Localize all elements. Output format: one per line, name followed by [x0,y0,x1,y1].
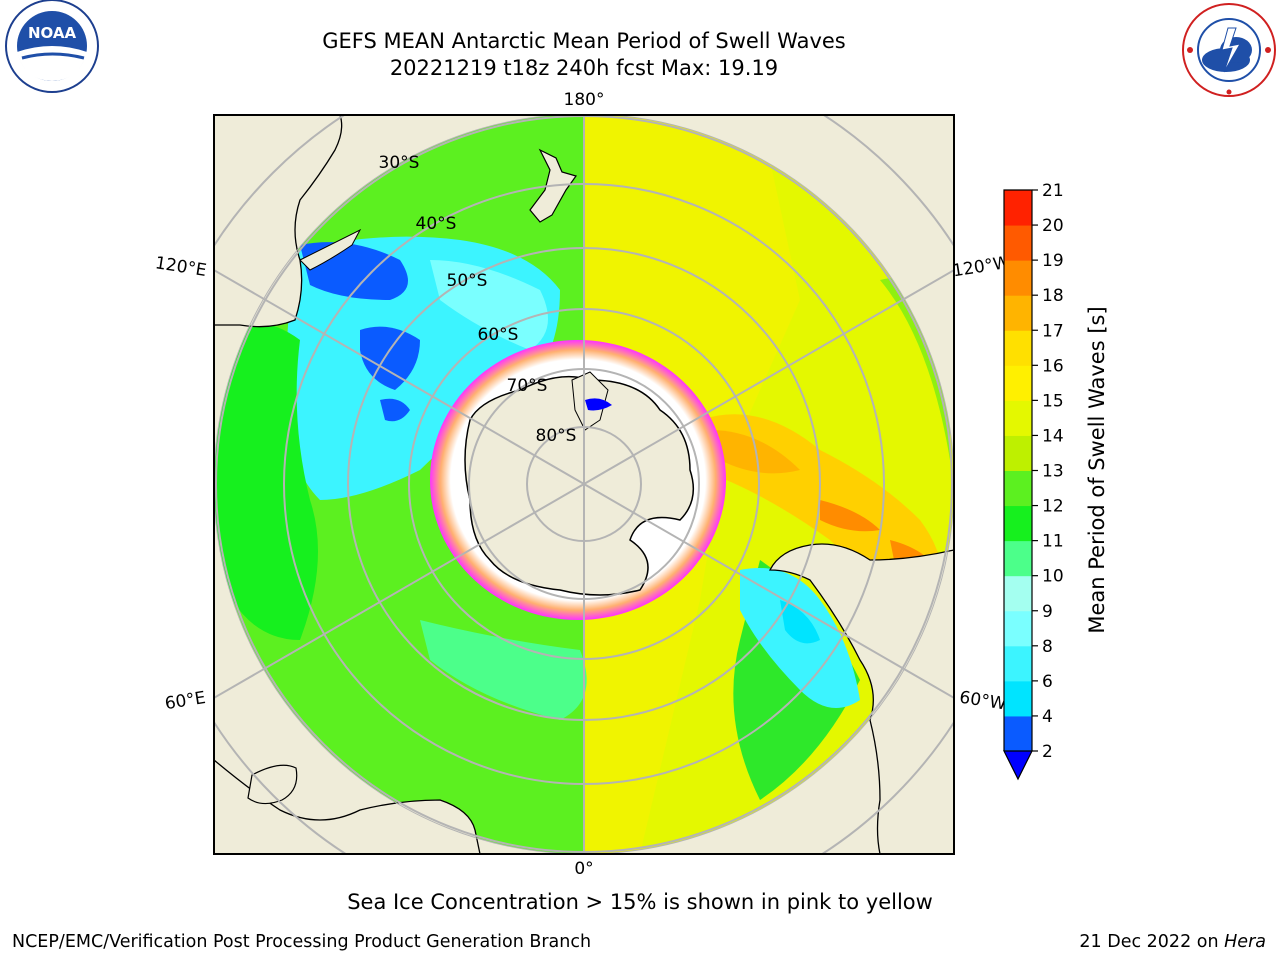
colorbar-tick-label: 14 [1042,426,1064,446]
colorbar-swatch [1004,295,1032,331]
colorbar-label: Mean Period of Swell Waves [s] [1085,306,1109,634]
australia-landmass [214,115,343,328]
lon-label-60e: 60°E [163,688,207,714]
lon-label-120e: 120°E [154,253,208,281]
colorbar-swatch [1004,330,1032,366]
colorbar-tick-label: 13 [1042,462,1064,482]
lon-label-180: 180° [564,90,605,110]
colorbar-swatch [1004,190,1032,226]
map-subtitle: 20221219 t18z 240h fcst Max: 19.19 [389,56,779,80]
lat-label-60s: 60°S [478,325,519,345]
credit-line: NCEP/EMC/Verification Post Processing Pr… [12,932,592,952]
colorbar-tick-label: 10 [1042,567,1064,587]
colorbar-swatch [1004,540,1032,577]
colorbar-swatch [1004,435,1032,471]
colorbar-tick-label: 20 [1042,216,1064,236]
colorbar-tick-label: 19 [1042,251,1064,271]
lat-label-70s: 70°S [507,376,548,396]
date-text: 21 Dec 2022 on [1079,932,1219,952]
lat-label-40s: 40°S [416,214,457,234]
colorbar-swatch [1004,400,1032,436]
noaa-logo: NOAA [5,0,99,93]
colorbar-tick-label: 17 [1042,321,1064,341]
colorbar-tick-label: 4 [1042,707,1053,727]
map-frame [213,114,955,855]
map-title: GEFS MEAN Antarctic Mean Period of Swell… [322,29,846,53]
machine-name: Hera [1224,932,1266,952]
colorbar-tick-label: 9 [1042,602,1053,622]
lat-label-50s: 50°S [447,271,488,291]
colorbar-swatch [1004,470,1032,507]
nws-logo [1182,3,1276,97]
colorbar-swatch [1004,645,1032,682]
colorbar-tick-label: 21 [1042,181,1064,201]
colorbar-swatch [1004,680,1032,717]
colorbar-tick-label: 8 [1042,637,1053,657]
lon-label-0: 0° [574,859,593,879]
colorbar-swatch [1004,575,1032,612]
lat-label-80s: 80°S [536,426,577,446]
colorbar-tick-label: 2 [1042,742,1053,762]
colorbar-swatches [1003,189,1033,781]
colorbar-tick-label: 12 [1042,497,1064,517]
south-america-landmass [768,543,954,854]
graticule [214,115,954,854]
colorbar-tick-label: 15 [1042,391,1064,411]
colorbar-tick-label: 16 [1042,356,1064,376]
colorbar-swatch [1004,260,1032,296]
colorbar-swatch [1004,225,1032,261]
noaa-logo-text: NOAA [28,24,77,42]
colorbar: 2 4 6 8 9 10 11 12 13 14 15 16 17 18 19 20 21 [1003,181,1064,781]
colorbar-swatch [1004,365,1032,401]
madagascar [247,764,298,805]
date-line: 21 Dec 2022 on Hera [1079,932,1266,952]
colorbar-swatch [1004,610,1032,647]
colorbar-tick-label: 18 [1042,286,1064,306]
colorbar-ticks: 2 4 6 8 9 10 11 12 13 14 15 16 17 18 19 20 21 [1032,181,1064,762]
colorbar-under-arrow [1003,750,1033,781]
sea-ice-note: Sea Ice Concentration > 15% is shown in … [347,890,933,914]
lat-label-30s: 30°S [379,153,420,173]
colorbar-tick-label: 6 [1042,672,1053,692]
colorbar-tick-label: 11 [1042,532,1064,552]
colorbar-swatch [1004,505,1032,542]
colorbar-swatch [1004,715,1032,752]
